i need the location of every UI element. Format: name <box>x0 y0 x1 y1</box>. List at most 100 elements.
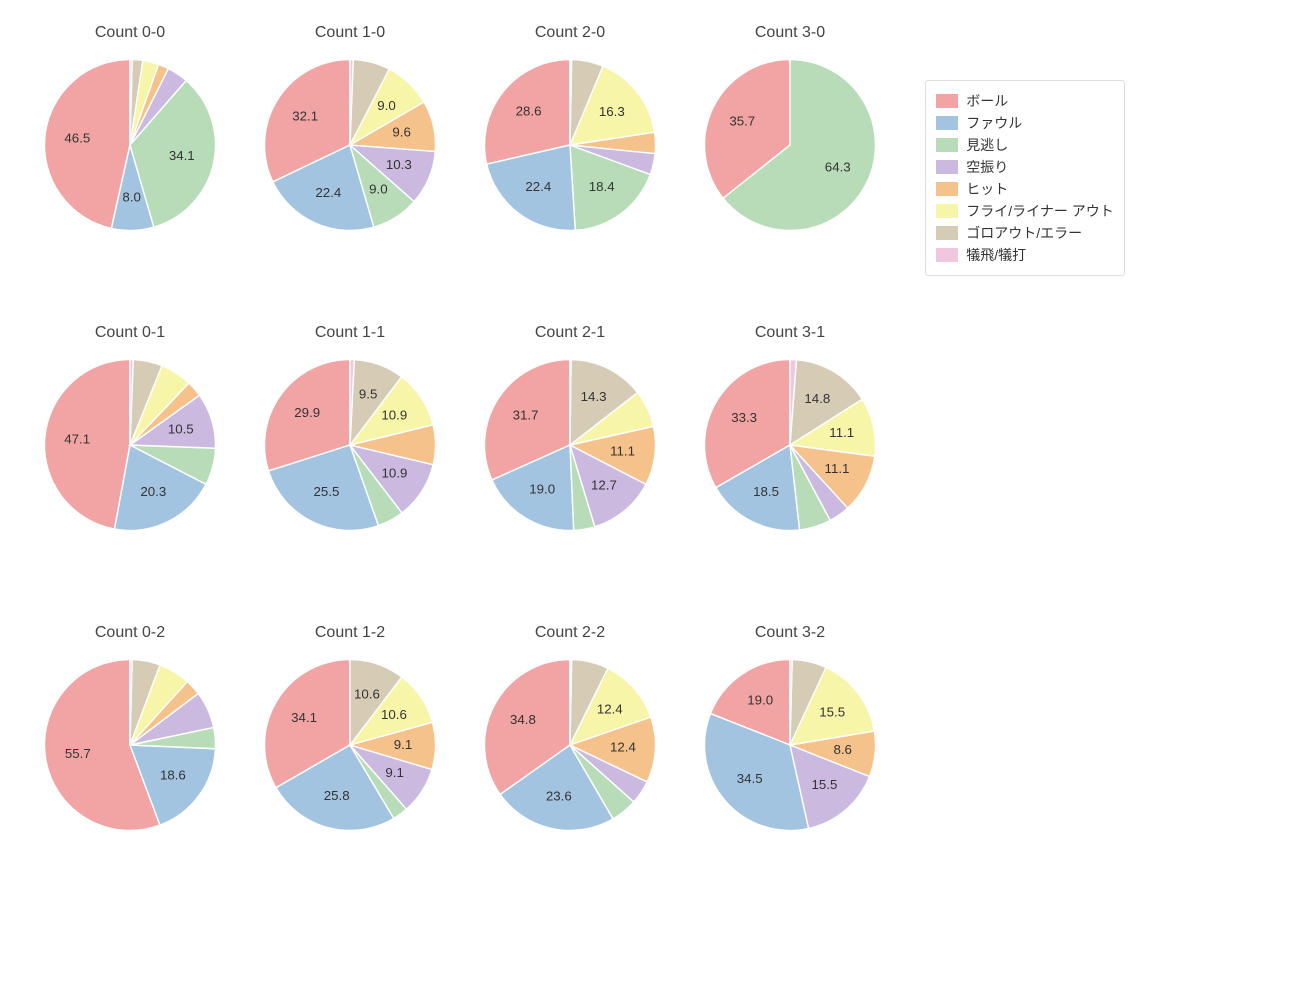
legend-swatch <box>936 204 958 218</box>
pie-slice-label: 14.3 <box>581 389 607 404</box>
pie-slice-label: 9.5 <box>359 387 378 402</box>
pie-slice-label: 32.1 <box>292 108 318 123</box>
pie-slice-label: 8.6 <box>833 742 852 757</box>
pie-slice-label: 34.8 <box>510 712 536 727</box>
pie-slice-label: 11.1 <box>610 443 635 458</box>
pie-chart-2-0: 28.6 22.4 18.4 16.3 <box>475 50 665 240</box>
legend-cell: ボールファウル見逃し空振りヒットフライ/ライナー アウトゴロアウト/エラー犠飛/… <box>900 20 1140 320</box>
pie-slice-label: 28.6 <box>516 104 542 119</box>
pie-slice-label: 16.3 <box>599 104 625 119</box>
pie-slice-label: 18.6 <box>160 768 186 783</box>
pie-slice-label: 11.1 <box>829 425 854 440</box>
pie-slice-label: 9.1 <box>394 737 413 752</box>
cell-2-0: Count 0-2 55.7 18.6 <box>20 620 240 920</box>
legend-label: 犠飛/犠打 <box>966 245 1026 265</box>
empty-cell <box>900 320 1140 620</box>
pie-slice-label: 31.7 <box>513 408 539 423</box>
chart-title: Count 2-0 <box>535 24 605 42</box>
legend-swatch <box>936 226 958 240</box>
pie-slice-label: 14.8 <box>804 391 830 406</box>
pie-chart-1-0: 32.1 22.4 9.0 10.3 9.6 9.0 <box>255 50 445 240</box>
legend-item-groundout: ゴロアウト/エラー <box>936 223 1114 243</box>
legend-swatch <box>936 116 958 130</box>
pie-slice-label: 22.4 <box>525 179 551 194</box>
legend-swatch <box>936 182 958 196</box>
chart-title: Count 0-0 <box>95 24 165 42</box>
cell-1-0: Count 0-1 47.1 20.3 10.5 <box>20 320 240 620</box>
pie-slice-label: 46.5 <box>64 131 90 146</box>
legend-swatch <box>936 248 958 262</box>
chart-title: Count 0-1 <box>95 324 165 342</box>
pie-chart-0-2: 55.7 18.6 <box>35 650 225 840</box>
empty-cell <box>900 620 1140 920</box>
pie-slice-label: 18.4 <box>589 179 615 194</box>
cell-0-0: Count 0-0 46.58.034.1 <box>20 20 240 320</box>
chart-title: Count 3-0 <box>755 24 825 42</box>
pie-slice-label: 25.5 <box>313 484 339 499</box>
pie-slice-label: 8.0 <box>122 189 141 204</box>
pie-chart-2-1: 31.7 19.0 12.7 11.1 14.3 <box>475 350 665 540</box>
pie-chart-3-2: 19.0 34.5 15.5 8.6 15.5 <box>695 650 885 840</box>
legend-item-swing: 空振り <box>936 157 1114 177</box>
cell-0-3: Count 3-0 35.764.3 <box>680 20 900 320</box>
legend-item-flyout: フライ/ライナー アウト <box>936 201 1114 221</box>
cell-0-1: Count 1-0 32.122.49.010.39.69.0 <box>240 20 460 320</box>
legend-item-look: 見逃し <box>936 135 1114 155</box>
pie-slice-label: 55.7 <box>65 746 91 761</box>
pie-slice-label: 34.1 <box>291 710 317 725</box>
pie-slice-label: 64.3 <box>825 160 851 175</box>
pie-slice-label: 10.5 <box>168 421 194 436</box>
pie-slice-label: 10.6 <box>354 686 380 701</box>
pie-slice-label: 33.3 <box>731 410 757 425</box>
chart-title: Count 0-2 <box>95 624 165 642</box>
cell-1-3: Count 3-1 33.318.511.111.114.8 <box>680 320 900 620</box>
pie-slice-label: 10.6 <box>381 707 407 722</box>
legend: ボールファウル見逃し空振りヒットフライ/ライナー アウトゴロアウト/エラー犠飛/… <box>925 80 1125 276</box>
pie-slice-label: 19.0 <box>529 482 555 497</box>
pie-slice-label: 19.0 <box>747 693 773 708</box>
legend-label: ヒット <box>966 179 1008 199</box>
pie-chart-1-1: 29.925.510.910.99.5 <box>255 350 445 540</box>
legend-label: ゴロアウト/エラー <box>966 223 1082 243</box>
pie-grid: Count 0-0 46.58.034.1 Count 1-0 32.122.4… <box>20 20 1280 920</box>
legend-label: ファウル <box>966 113 1022 133</box>
pie-slice-label: 20.3 <box>140 484 166 499</box>
chart-title: Count 2-1 <box>535 324 605 342</box>
pie-slice-label: 34.5 <box>737 771 763 786</box>
pie-slice-label: 15.5 <box>819 704 845 719</box>
cell-1-2: Count 2-1 31.7 19.0 12.7 11.1 14.3 <box>460 320 680 620</box>
pie-slice-label: 47.1 <box>64 432 90 447</box>
legend-label: フライ/ライナー アウト <box>966 201 1114 221</box>
pie-slice-label: 9.0 <box>369 181 388 196</box>
pie-slice-label: 9.6 <box>392 125 411 140</box>
pie-chart-0-0: 46.58.034.1 <box>35 50 225 240</box>
pie-chart-3-0: 35.764.3 <box>695 50 885 240</box>
cell-2-2: Count 2-2 34.823.612.412.4 <box>460 620 680 920</box>
chart-title: Count 1-1 <box>315 324 385 342</box>
legend-label: ボール <box>966 91 1008 111</box>
pie-chart-1-2: 34.125.89.19.110.610.6 <box>255 650 445 840</box>
pie-slice-label: 9.0 <box>377 98 396 113</box>
pie-chart-2-2: 34.823.612.412.4 <box>475 650 665 840</box>
pie-slice-label: 10.9 <box>381 407 407 422</box>
pie-chart-0-1: 47.1 20.3 10.5 <box>35 350 225 540</box>
legend-swatch <box>936 94 958 108</box>
legend-swatch <box>936 138 958 152</box>
pie-slice-label: 29.9 <box>294 405 320 420</box>
pie-slice-label: 12.4 <box>610 740 636 755</box>
legend-label: 空振り <box>966 157 1008 177</box>
pie-slice-label: 10.3 <box>386 157 412 172</box>
pie-slice-label: 15.5 <box>811 777 837 792</box>
pie-slice-label: 22.4 <box>315 185 341 200</box>
legend-item-ball: ボール <box>936 91 1114 111</box>
legend-label: 見逃し <box>966 135 1008 155</box>
pie-slice-label: 12.7 <box>591 477 617 492</box>
cell-1-1: Count 1-1 29.925.510.910.99.5 <box>240 320 460 620</box>
cell-2-1: Count 1-2 34.125.89.19.110.610.6 <box>240 620 460 920</box>
legend-item-hit: ヒット <box>936 179 1114 199</box>
pie-slice-label: 10.9 <box>382 465 408 480</box>
legend-item-sac: 犠飛/犠打 <box>936 245 1114 265</box>
cell-2-3: Count 3-2 19.034.515.58.615.5 <box>680 620 900 920</box>
chart-title: Count 2-2 <box>535 624 605 642</box>
pie-slice-label: 11.1 <box>825 461 850 476</box>
